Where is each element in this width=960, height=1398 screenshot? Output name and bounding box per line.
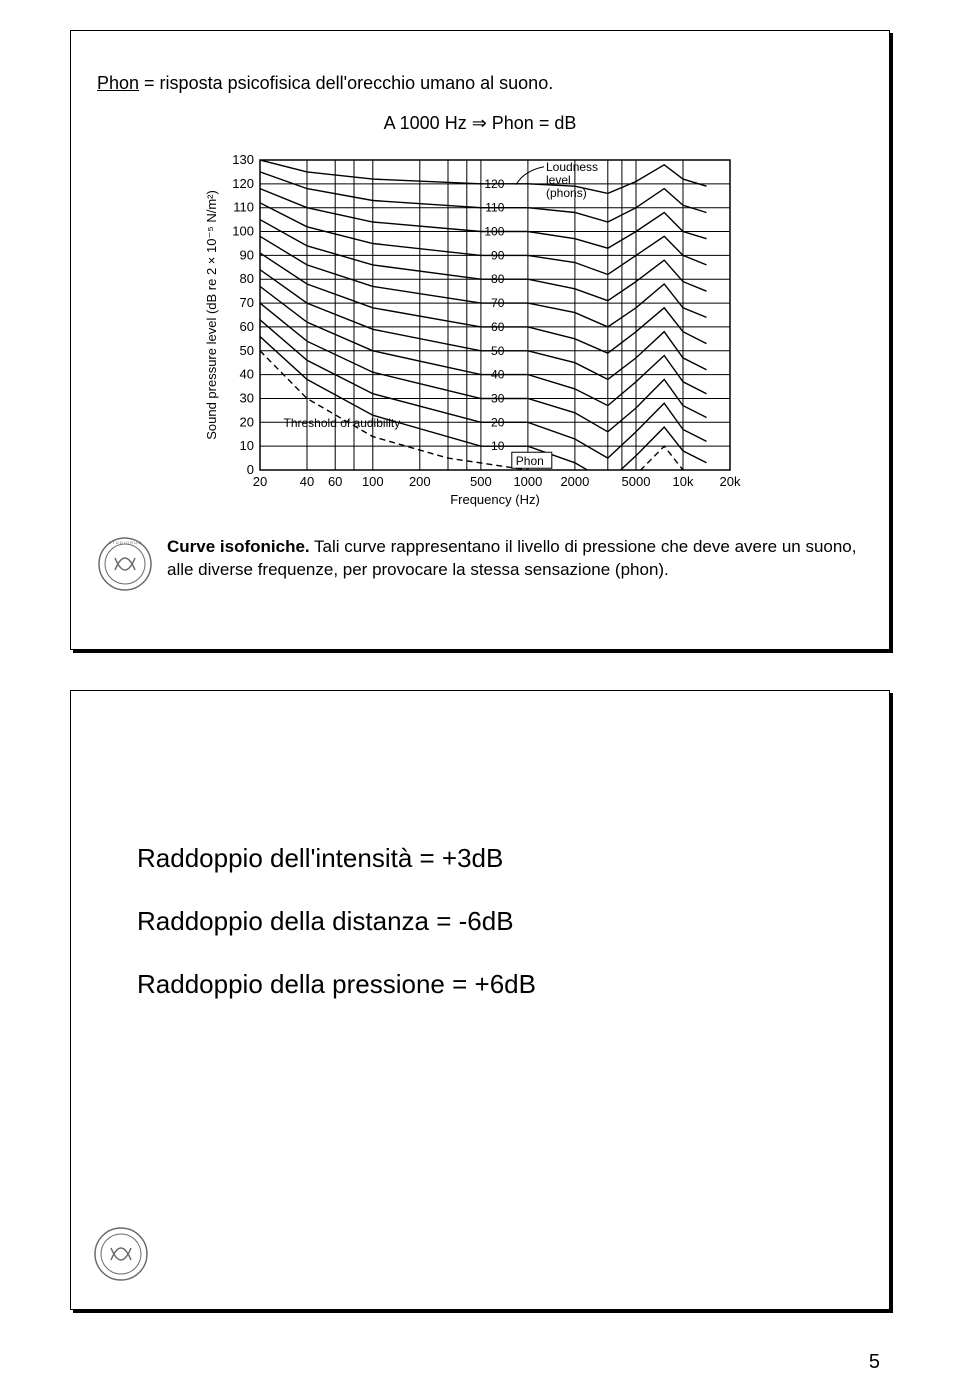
equal-loudness-chart: 0102030405060708090100110120130204060100… <box>200 142 760 522</box>
svg-text:500: 500 <box>470 474 492 489</box>
svg-text:100: 100 <box>362 474 384 489</box>
intro-line: Phon = risposta psicofisica dell'orecchi… <box>97 71 863 95</box>
svg-text:S T U D I O R U M: S T U D I O R U M <box>109 540 142 545</box>
svg-text:10: 10 <box>491 439 505 453</box>
svg-text:70: 70 <box>240 295 254 310</box>
svg-text:70: 70 <box>491 296 505 310</box>
svg-text:90: 90 <box>491 249 505 263</box>
svg-text:100: 100 <box>232 224 254 239</box>
slide-bottom: Raddoppio dell'intensità = +3dB Raddoppi… <box>70 690 890 1310</box>
university-seal-icon <box>93 1226 149 1287</box>
university-seal-icon: S T U D I O R U M <box>97 536 153 592</box>
svg-text:Sound pressure level (dB re 2: Sound pressure level (dB re 2 × 10⁻⁵ N/m… <box>204 190 219 440</box>
svg-text:Phon: Phon <box>516 455 544 469</box>
svg-text:Threshold of audibility: Threshold of audibility <box>284 416 401 430</box>
svg-text:40: 40 <box>300 474 314 489</box>
svg-text:5000: 5000 <box>622 474 651 489</box>
svg-text:10k: 10k <box>673 474 694 489</box>
svg-text:20: 20 <box>253 474 267 489</box>
chart-container: 0102030405060708090100110120130204060100… <box>97 142 863 522</box>
intro-rest: = risposta psicofisica dell'orecchio uma… <box>139 73 553 93</box>
svg-text:1000: 1000 <box>513 474 542 489</box>
svg-text:40: 40 <box>491 368 505 382</box>
svg-text:2000: 2000 <box>560 474 589 489</box>
svg-text:30: 30 <box>240 391 254 406</box>
svg-text:60: 60 <box>328 474 342 489</box>
svg-text:120: 120 <box>232 176 254 191</box>
svg-text:20k: 20k <box>720 474 741 489</box>
doubling-distance: Raddoppio della distanza = -6dB <box>137 906 863 937</box>
svg-text:10: 10 <box>240 438 254 453</box>
svg-text:80: 80 <box>491 273 505 287</box>
svg-text:40: 40 <box>240 367 254 382</box>
svg-text:120: 120 <box>484 177 504 191</box>
svg-text:110: 110 <box>233 200 254 215</box>
svg-text:130: 130 <box>232 152 254 167</box>
bottom-text-block: Raddoppio dell'intensità = +3dB Raddoppi… <box>97 713 863 1000</box>
svg-text:80: 80 <box>240 272 254 287</box>
svg-text:Frequency (Hz): Frequency (Hz) <box>450 492 540 507</box>
svg-text:30: 30 <box>491 392 505 406</box>
svg-text:(phons): (phons) <box>546 186 587 200</box>
caption-row: S T U D I O R U M Curve isofoniche. Tali… <box>97 536 863 592</box>
svg-text:Loudness: Loudness <box>546 160 598 174</box>
svg-text:20: 20 <box>491 416 505 430</box>
svg-text:110: 110 <box>485 201 504 215</box>
intro-subline: A 1000 Hz ⇒ Phon = dB <box>97 113 863 134</box>
svg-text:60: 60 <box>240 319 254 334</box>
svg-text:50: 50 <box>491 344 505 358</box>
doubling-intensity: Raddoppio dell'intensità = +3dB <box>137 843 863 874</box>
intro-underline: Phon <box>97 73 139 93</box>
svg-text:20: 20 <box>240 415 254 430</box>
svg-text:100: 100 <box>484 225 504 239</box>
svg-text:60: 60 <box>491 320 505 334</box>
svg-text:50: 50 <box>240 343 254 358</box>
slide-top: Phon = risposta psicofisica dell'orecchi… <box>70 30 890 650</box>
doubling-pressure: Raddoppio della pressione = +6dB <box>137 969 863 1000</box>
svg-text:200: 200 <box>409 474 431 489</box>
svg-text:90: 90 <box>240 248 254 263</box>
svg-text:level: level <box>546 173 571 187</box>
page-number: 5 <box>869 1351 880 1374</box>
caption-bold: Curve isofoniche. <box>167 537 310 556</box>
caption-text: Curve isofoniche. Tali curve rappresenta… <box>167 536 863 582</box>
